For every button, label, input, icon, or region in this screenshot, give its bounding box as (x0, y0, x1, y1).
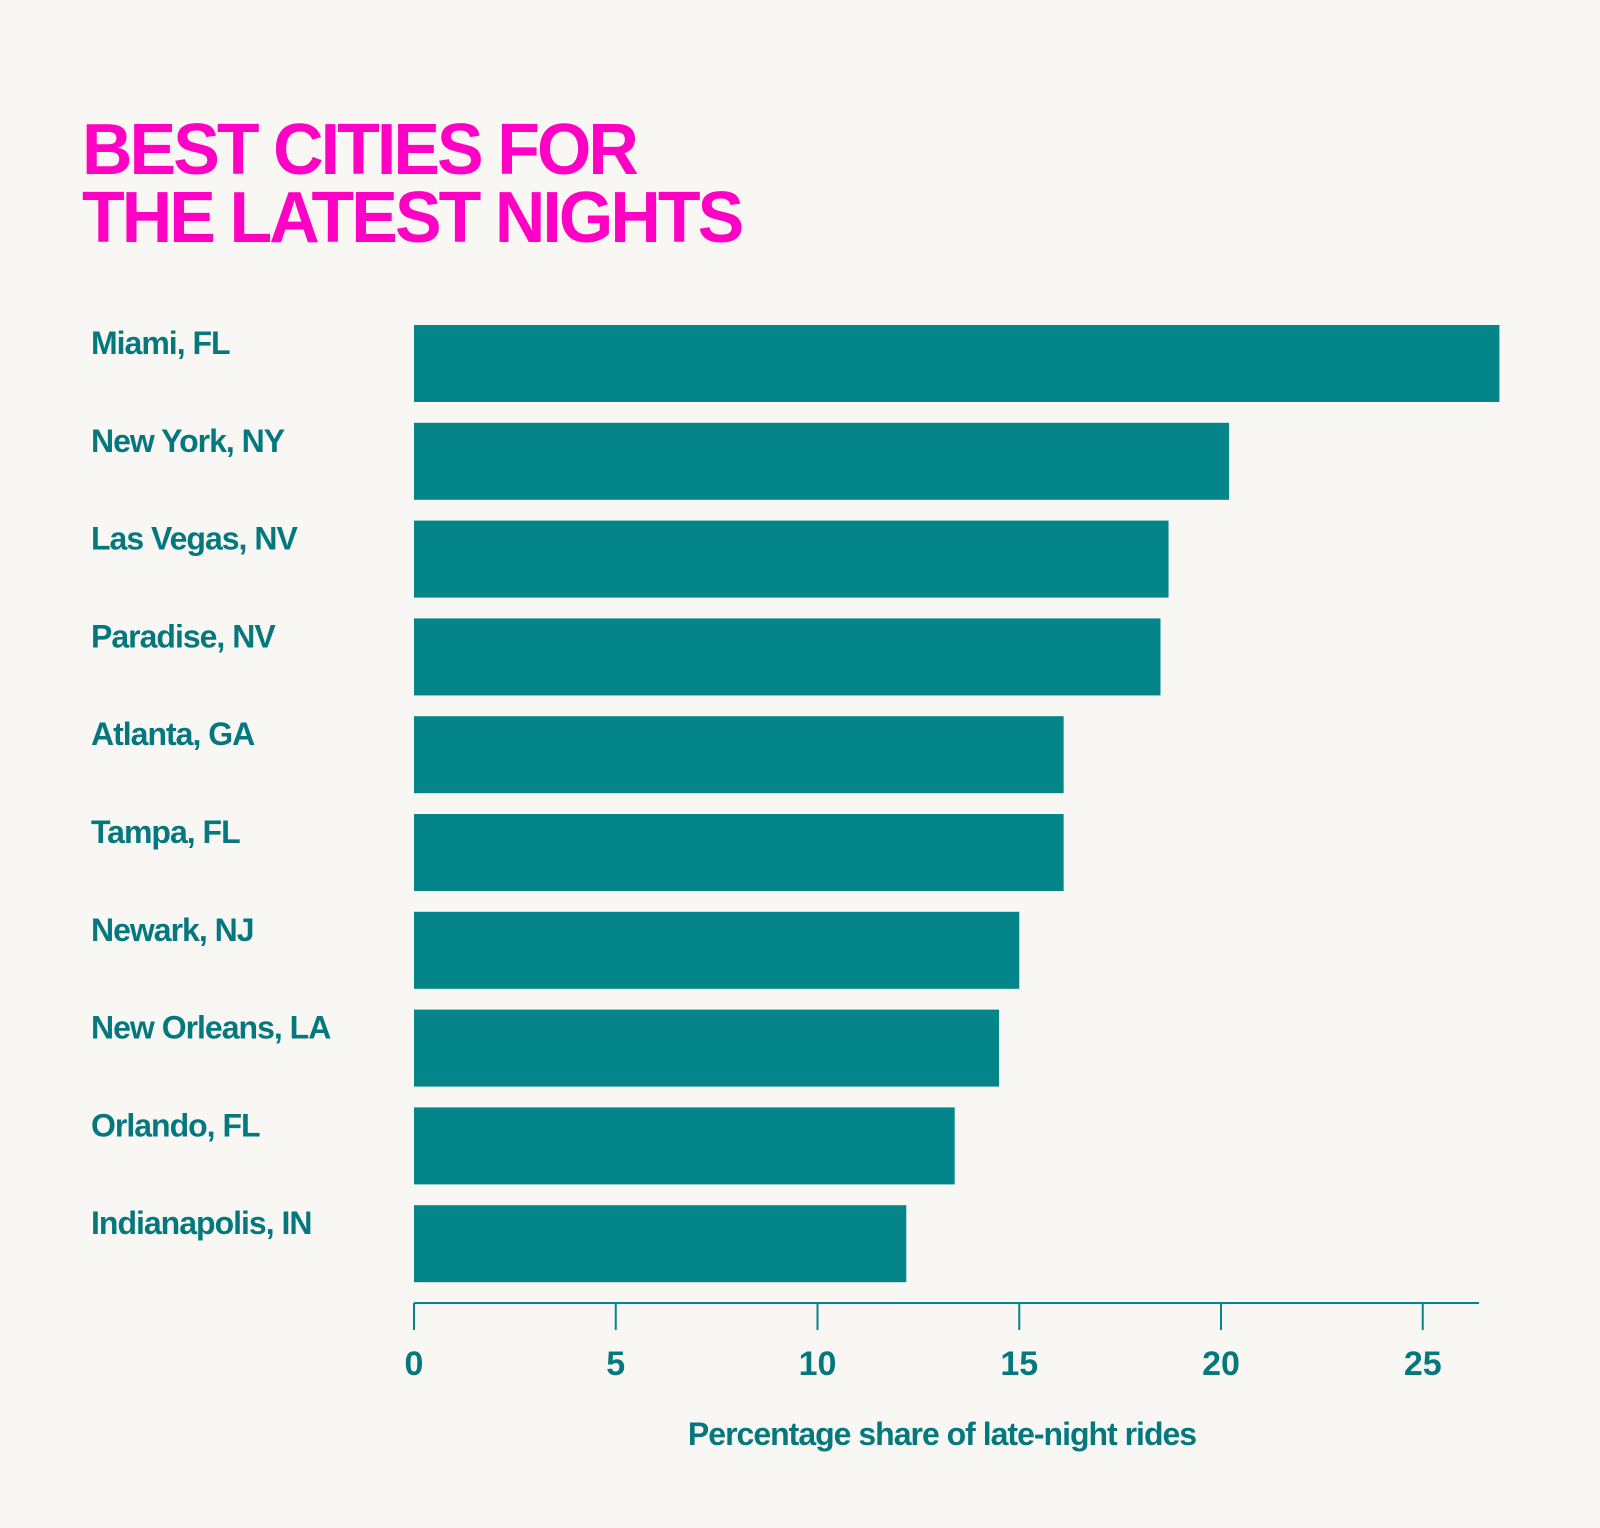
x-tick-label-4: 20 (1202, 1345, 1240, 1383)
bars-group (414, 325, 1500, 1283)
x-tick-label-1: 5 (606, 1345, 625, 1383)
bar-5 (414, 814, 1064, 891)
chart-title: BEST CITIES FOR THE LATEST NIGHTS (82, 110, 744, 258)
bar-6 (414, 911, 1020, 989)
category-label-8: Orlando, FL (91, 1107, 260, 1143)
bar-9 (414, 1205, 907, 1283)
x-axis-title: Percentage share of late-night rides (688, 1416, 1196, 1452)
category-label-0: Miami, FL (91, 325, 230, 361)
x-tick-label-3: 15 (1000, 1345, 1038, 1383)
bar-2 (414, 520, 1169, 598)
category-label-2: Las Vegas, NV (91, 521, 298, 557)
category-label-9: Indianapolis, IN (91, 1205, 311, 1241)
bar-3 (414, 618, 1161, 696)
x-tick-label-2: 10 (799, 1345, 837, 1383)
category-label-3: Paradise, NV (91, 618, 276, 654)
bar-4 (414, 716, 1064, 794)
category-label-1: New York, NY (91, 423, 285, 459)
chart-title-line-1: BEST CITIES FOR (82, 110, 639, 190)
category-label-7: New Orleans, LA (91, 1010, 331, 1046)
category-label-5: Tampa, FL (91, 814, 240, 850)
category-label-6: Newark, NJ (91, 912, 254, 948)
chart-title-line-2: THE LATEST NIGHTS (82, 178, 744, 258)
category-labels-group: Miami, FL New York, NY Las Vegas, NV Paradi… (91, 325, 332, 1241)
bar-8 (414, 1107, 955, 1185)
bar-0 (414, 325, 1500, 402)
x-tick-label-5: 25 (1404, 1345, 1442, 1383)
bar-7 (414, 1009, 1000, 1087)
x-ticks-group: 0 5 10 15 20 25 (405, 1303, 1442, 1383)
category-label-4: Atlanta, GA (91, 716, 255, 752)
x-tick-label-0: 0 (405, 1345, 424, 1383)
bar-1 (414, 422, 1230, 500)
